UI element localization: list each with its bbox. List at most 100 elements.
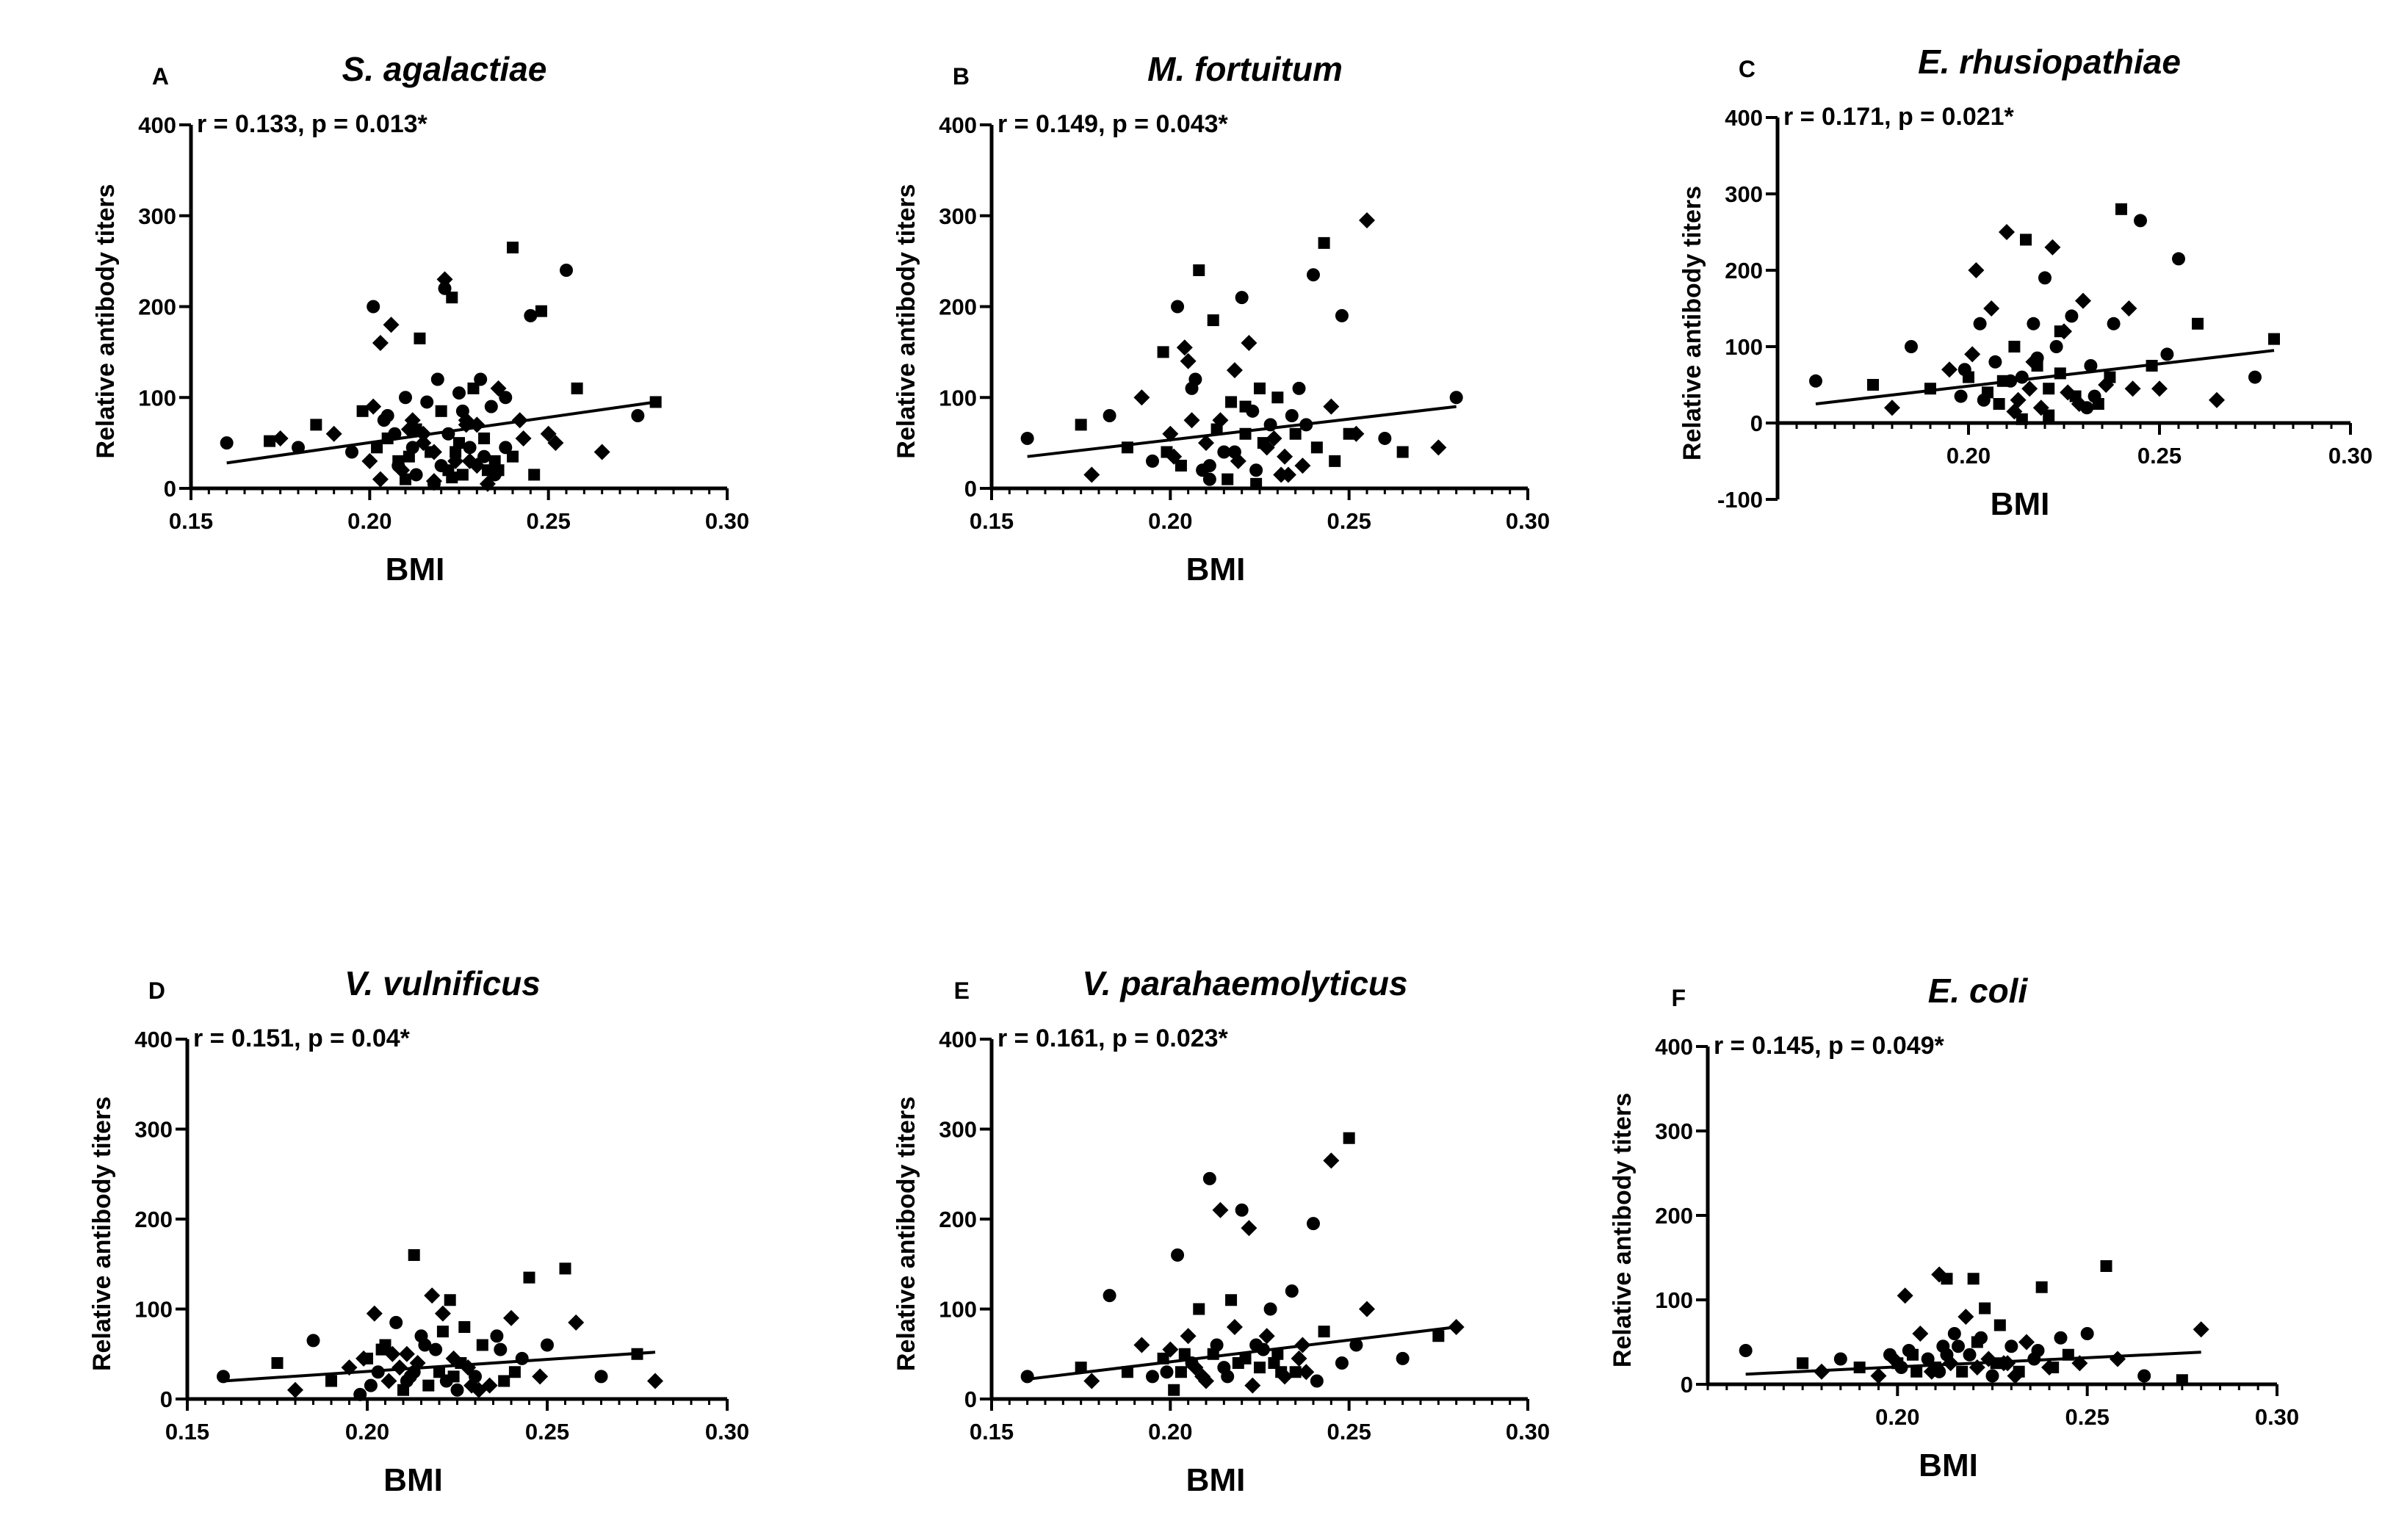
data-point xyxy=(463,441,477,455)
data-point xyxy=(2193,1321,2209,1338)
y-axis-label: Relative antibody titers xyxy=(1609,1093,1637,1367)
panel-label: F xyxy=(1671,985,1686,1011)
data-point xyxy=(1277,448,1293,465)
data-point xyxy=(380,1373,397,1389)
data-point xyxy=(1964,346,1981,363)
y-tick-label: 400 xyxy=(939,112,977,138)
panel-c: C E. rhusiopathiae r = 0.171, p = 0.021* -1… xyxy=(1678,43,2372,522)
data-point xyxy=(1897,1287,1913,1304)
data-point xyxy=(1221,1370,1235,1384)
data-point xyxy=(1202,472,1216,486)
data-point xyxy=(2054,325,2066,338)
y-tick-label: 200 xyxy=(1655,1203,1693,1229)
y-tick-label: 0 xyxy=(964,476,977,502)
data-point xyxy=(1254,1362,1266,1374)
y-tick-label: 300 xyxy=(1725,181,1763,207)
y-tick-label: 100 xyxy=(138,385,176,411)
data-point xyxy=(345,445,358,459)
data-point xyxy=(1103,409,1116,422)
data-point xyxy=(2209,391,2225,408)
data-point xyxy=(220,436,234,450)
data-point xyxy=(647,1373,663,1389)
y-tick-label: 400 xyxy=(1725,105,1763,131)
regression-line xyxy=(223,1351,656,1383)
data-point xyxy=(1291,1350,1307,1367)
data-point xyxy=(2060,384,2076,401)
data-point xyxy=(1268,1357,1280,1369)
data-point xyxy=(535,305,547,317)
data-point xyxy=(1957,1309,1974,1325)
data-point xyxy=(560,264,573,277)
data-point xyxy=(1146,454,1159,468)
data-point xyxy=(2005,1340,2018,1353)
data-point xyxy=(1249,463,1263,477)
panel-d: D V. vulnificus r = 0.151, p = 0.04* 0 100 20… xyxy=(88,964,749,1498)
data-point xyxy=(1157,346,1169,358)
data-point xyxy=(1271,391,1284,404)
data-point xyxy=(458,1321,471,1333)
data-point xyxy=(438,281,452,295)
data-point xyxy=(1133,1337,1150,1353)
data-point xyxy=(1285,409,1299,422)
data-point xyxy=(455,404,469,418)
data-point xyxy=(1212,1201,1229,1218)
y-tick-label: 0 xyxy=(1750,411,1763,436)
x-tick-label: 0.20 xyxy=(347,508,391,534)
correlation-annotation: r = 0.171, p = 0.021* xyxy=(1783,103,2015,131)
x-tick-label: 0.25 xyxy=(1327,508,1371,534)
data-point xyxy=(1222,473,1234,485)
data-point xyxy=(481,464,494,477)
data-point xyxy=(2065,309,2079,323)
data-point xyxy=(325,1375,337,1387)
data-point xyxy=(1292,381,1306,395)
data-point xyxy=(1947,1327,1961,1340)
data-point xyxy=(1188,372,1202,386)
data-point xyxy=(361,452,378,469)
x-axis-label: BMI xyxy=(1991,486,2050,522)
data-point xyxy=(478,432,491,444)
data-point xyxy=(306,1334,320,1348)
data-point xyxy=(1187,1359,1204,1376)
data-point xyxy=(2104,371,2116,383)
y-tick-label: 400 xyxy=(138,112,176,138)
data-point xyxy=(433,1366,445,1378)
chart-title: S. agalactiae xyxy=(342,50,547,88)
data-point xyxy=(1020,1370,1034,1384)
data-point xyxy=(1210,1338,1224,1352)
data-point xyxy=(1289,1366,1302,1378)
data-point xyxy=(2044,239,2061,256)
data-point xyxy=(2080,1327,2094,1340)
panel-label: B xyxy=(953,63,970,90)
data-point xyxy=(1207,314,1219,327)
data-point xyxy=(367,300,380,314)
correlation-annotation: r = 0.161, p = 0.023* xyxy=(997,1024,1229,1052)
data-point xyxy=(1250,477,1263,490)
data-point xyxy=(1323,398,1340,415)
correlation-annotation: r = 0.145, p = 0.049* xyxy=(1714,1032,1945,1060)
data-point xyxy=(2115,203,2127,215)
regression-line xyxy=(1027,405,1457,458)
data-point xyxy=(1225,1294,1238,1306)
y-tick-label: 300 xyxy=(134,1117,173,1143)
data-point xyxy=(1146,1370,1159,1384)
data-point xyxy=(372,471,389,488)
x-axis-label: BMI xyxy=(1186,552,1246,588)
data-point xyxy=(446,292,458,304)
data-point xyxy=(1870,1367,1887,1384)
data-point xyxy=(2160,347,2174,361)
data-point xyxy=(1239,400,1252,413)
data-point xyxy=(1884,400,1900,416)
data-point xyxy=(1999,224,2015,240)
data-point xyxy=(1343,1132,1355,1144)
data-point xyxy=(1241,1220,1257,1237)
data-point xyxy=(523,1271,535,1284)
data-point xyxy=(418,1338,432,1352)
data-point xyxy=(444,1294,456,1306)
data-point xyxy=(456,469,469,481)
data-point xyxy=(476,1339,488,1351)
data-point xyxy=(540,425,557,442)
data-point xyxy=(391,459,405,473)
data-point xyxy=(1905,340,1918,353)
